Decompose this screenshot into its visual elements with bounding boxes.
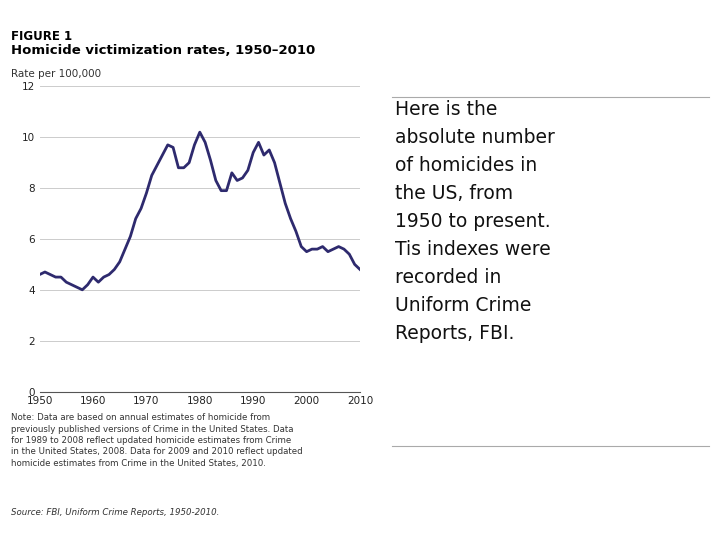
Text: Source: FBI, Uniform Crime Reports, 1950-2010.: Source: FBI, Uniform Crime Reports, 1950… bbox=[11, 508, 219, 517]
Text: Rate per 100,000: Rate per 100,000 bbox=[11, 69, 101, 79]
Text: FIGURE 1: FIGURE 1 bbox=[11, 30, 72, 43]
Text: Note: Data are based on annual estimates of homicide from
previously published v: Note: Data are based on annual estimates… bbox=[11, 413, 302, 468]
Text: Here is the
absolute number
of homicides in
the US, from
1950 to present.
Tis in: Here is the absolute number of homicides… bbox=[395, 100, 554, 343]
Text: Homicide victimization rates, 1950–2010: Homicide victimization rates, 1950–2010 bbox=[11, 44, 315, 57]
